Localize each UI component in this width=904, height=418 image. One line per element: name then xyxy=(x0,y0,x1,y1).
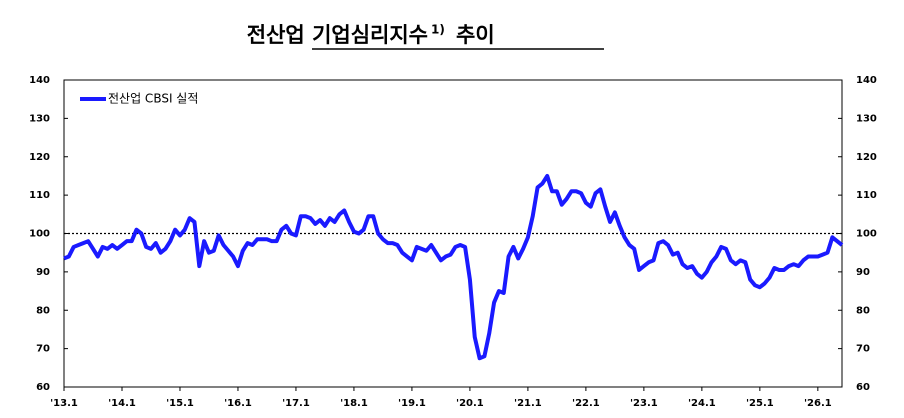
y2-tick-label: 100 xyxy=(856,229,877,240)
x-tick-label: '13.1 xyxy=(50,398,78,409)
y2-tick-label: 140 xyxy=(856,75,877,86)
y2-tick-label: 90 xyxy=(856,267,870,278)
y-tick-label: 60 xyxy=(36,382,50,393)
title-note: 1) xyxy=(431,23,445,37)
x-tick-label: '15.1 xyxy=(166,398,194,409)
x-tick-label: '16.1 xyxy=(224,398,252,409)
y2-tick-label: 70 xyxy=(856,344,870,355)
x-tick-label: '20.1 xyxy=(456,398,484,409)
y-tick-label: 140 xyxy=(29,75,50,86)
x-tick-label: '24.1 xyxy=(688,398,716,409)
x-tick-label: '26.1 xyxy=(804,398,832,409)
y-tick-label: 70 xyxy=(36,344,50,355)
y-tick-label: 90 xyxy=(36,267,50,278)
y-tick-label: 120 xyxy=(29,152,50,163)
x-tick-label: '21.1 xyxy=(514,398,542,409)
y2-tick-label: 120 xyxy=(856,152,877,163)
x-tick-label: '17.1 xyxy=(282,398,310,409)
y-tick-label: 130 xyxy=(29,113,50,124)
x-tick-label: '14.1 xyxy=(108,398,136,409)
x-tick-label: '22.1 xyxy=(572,398,600,409)
y-tick-label: 110 xyxy=(29,190,50,201)
x-tick-label: '18.1 xyxy=(340,398,368,409)
x-tick-label: '25.1 xyxy=(746,398,774,409)
title-suffix: 추이 xyxy=(456,23,495,47)
chart-title: 전산업 기업심리지수 xyxy=(247,23,428,47)
y2-tick-label: 80 xyxy=(856,305,870,316)
y2-tick-label: 60 xyxy=(856,382,870,393)
legend-label: 전산업 CBSI 실적 xyxy=(108,92,198,106)
x-tick-label: '19.1 xyxy=(398,398,426,409)
x-tick-label: '23.1 xyxy=(630,398,658,409)
data-line xyxy=(63,173,844,361)
y-tick-label: 80 xyxy=(36,305,50,316)
y2-tick-label: 130 xyxy=(856,113,877,124)
y2-tick-label: 110 xyxy=(856,190,877,201)
y-tick-label: 100 xyxy=(29,229,50,240)
